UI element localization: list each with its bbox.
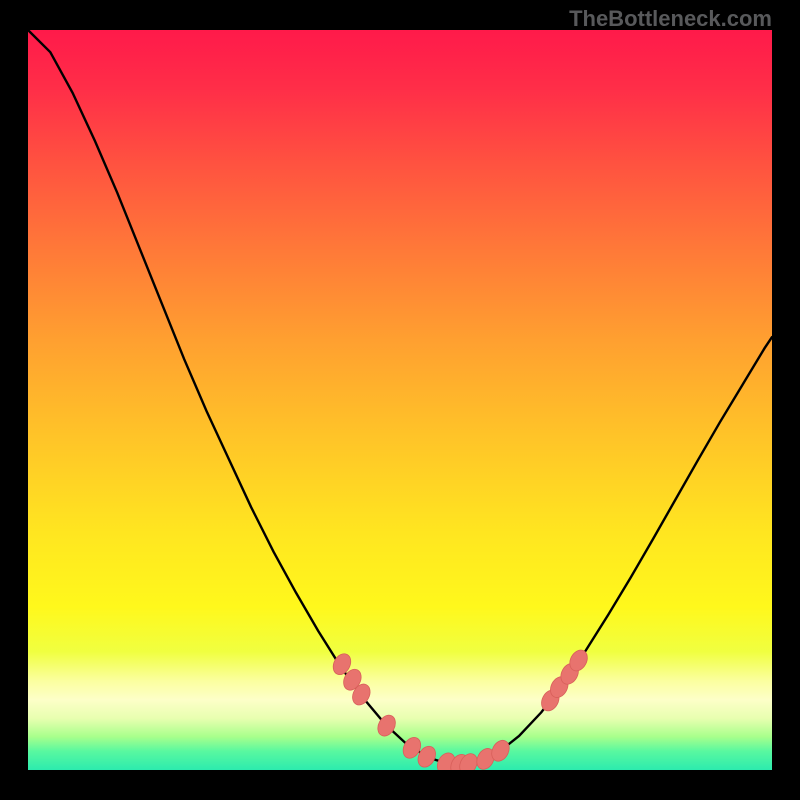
plot-area (28, 30, 772, 770)
watermark-text: TheBottleneck.com (569, 6, 772, 32)
chart-container: TheBottleneck.com (0, 0, 800, 800)
chart-svg (28, 30, 772, 770)
gradient-background (28, 30, 772, 770)
